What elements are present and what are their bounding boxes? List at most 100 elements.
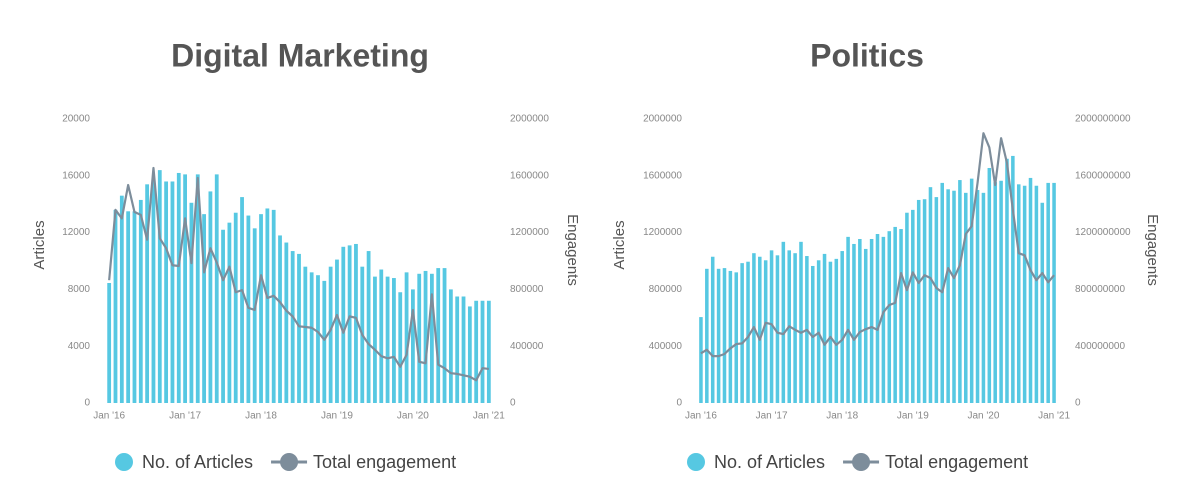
bar	[170, 181, 175, 403]
bar	[881, 236, 886, 403]
bar	[316, 275, 320, 403]
bar	[183, 174, 187, 403]
bar	[284, 242, 289, 403]
y-tick-label: 400000	[649, 341, 683, 352]
y2-tick-label: 400000000	[1075, 341, 1125, 352]
bar	[411, 289, 415, 403]
bar	[987, 167, 992, 403]
bar	[1011, 155, 1015, 403]
bar	[946, 189, 950, 403]
y-tick-label: 20000	[62, 114, 90, 125]
bar	[246, 215, 251, 403]
bar	[863, 248, 868, 403]
bar	[195, 174, 200, 403]
x-tick-label: Jan '18	[245, 411, 277, 422]
y2-tick-label: 2000000	[510, 114, 549, 125]
bar	[716, 268, 721, 403]
bar	[252, 228, 257, 403]
bar	[840, 251, 844, 403]
bar	[119, 195, 124, 403]
y2-tick-label: 800000	[510, 284, 544, 295]
y-tick-label: 800000	[649, 284, 683, 295]
x-tick-label: Jan '17	[756, 411, 788, 422]
bar	[1040, 202, 1045, 403]
bar	[448, 289, 453, 403]
bar	[887, 231, 892, 403]
bar	[964, 192, 968, 403]
bar	[1005, 158, 1009, 403]
y-tick-label: 2000000	[643, 114, 682, 125]
bar	[969, 178, 974, 403]
bar	[442, 268, 447, 403]
bar	[999, 180, 1003, 403]
bar	[911, 209, 915, 403]
line	[700, 132, 1055, 358]
bar	[722, 268, 727, 403]
bar	[107, 283, 112, 403]
bar	[214, 174, 219, 403]
bar	[221, 229, 225, 403]
x-tick-label: Jan '17	[169, 411, 201, 422]
bar	[828, 261, 833, 403]
bar	[1028, 177, 1033, 403]
bar	[734, 272, 739, 403]
bar	[347, 245, 352, 403]
bar	[113, 209, 118, 403]
chart-title: Politics	[810, 37, 924, 73]
y-tick-label: 0	[676, 398, 682, 409]
bar	[893, 226, 897, 403]
line	[108, 166, 489, 382]
bar	[781, 241, 786, 403]
bar	[834, 258, 839, 403]
legend-swatch	[687, 453, 705, 471]
bar	[467, 306, 472, 403]
bar	[1046, 182, 1050, 403]
bar	[993, 182, 997, 403]
y2-tick-label: 800000000	[1075, 284, 1125, 295]
bar	[303, 266, 308, 403]
x-tick-label: Jan '19	[897, 411, 929, 422]
y2-tick-label: 1600000000	[1075, 170, 1131, 181]
bar	[1022, 185, 1027, 403]
bar	[928, 187, 933, 403]
y-tick-label: 1200000	[643, 227, 682, 238]
bar	[354, 243, 358, 403]
bar	[775, 255, 780, 403]
bar	[145, 184, 150, 403]
bar	[1034, 185, 1039, 403]
legend-swatch	[280, 453, 299, 471]
bar	[429, 273, 434, 403]
bar	[710, 256, 715, 403]
bar	[916, 199, 921, 403]
bar	[769, 250, 774, 403]
legend-label: No. of Articles	[142, 452, 253, 472]
y-tick-label: 16000	[62, 170, 90, 181]
bar	[981, 192, 986, 403]
legend-swatch	[852, 453, 871, 471]
bar	[208, 191, 213, 403]
bar	[157, 170, 162, 403]
y-axis-title: Articles	[31, 220, 48, 269]
y-tick-label: 1600000	[643, 170, 682, 181]
x-tick-label: Jan '19	[321, 411, 353, 422]
bar	[846, 236, 850, 403]
bar	[366, 251, 371, 403]
x-tick-label: Jan '21	[1038, 411, 1070, 422]
bar	[271, 209, 276, 403]
y-axis-title: Articles	[611, 220, 628, 269]
y2-tick-label: 1200000000	[1075, 227, 1131, 238]
bar	[132, 211, 137, 403]
bar	[952, 190, 956, 403]
bar	[417, 273, 422, 403]
bar	[328, 266, 333, 403]
y2-axis-title: Engagents	[1144, 214, 1161, 286]
bar	[934, 197, 939, 403]
bar	[869, 238, 874, 403]
bar	[423, 270, 428, 403]
bar	[852, 243, 856, 403]
y2-tick-label: 0	[1075, 398, 1081, 409]
bar	[905, 212, 909, 403]
bar	[461, 296, 466, 403]
bar	[1052, 182, 1056, 403]
